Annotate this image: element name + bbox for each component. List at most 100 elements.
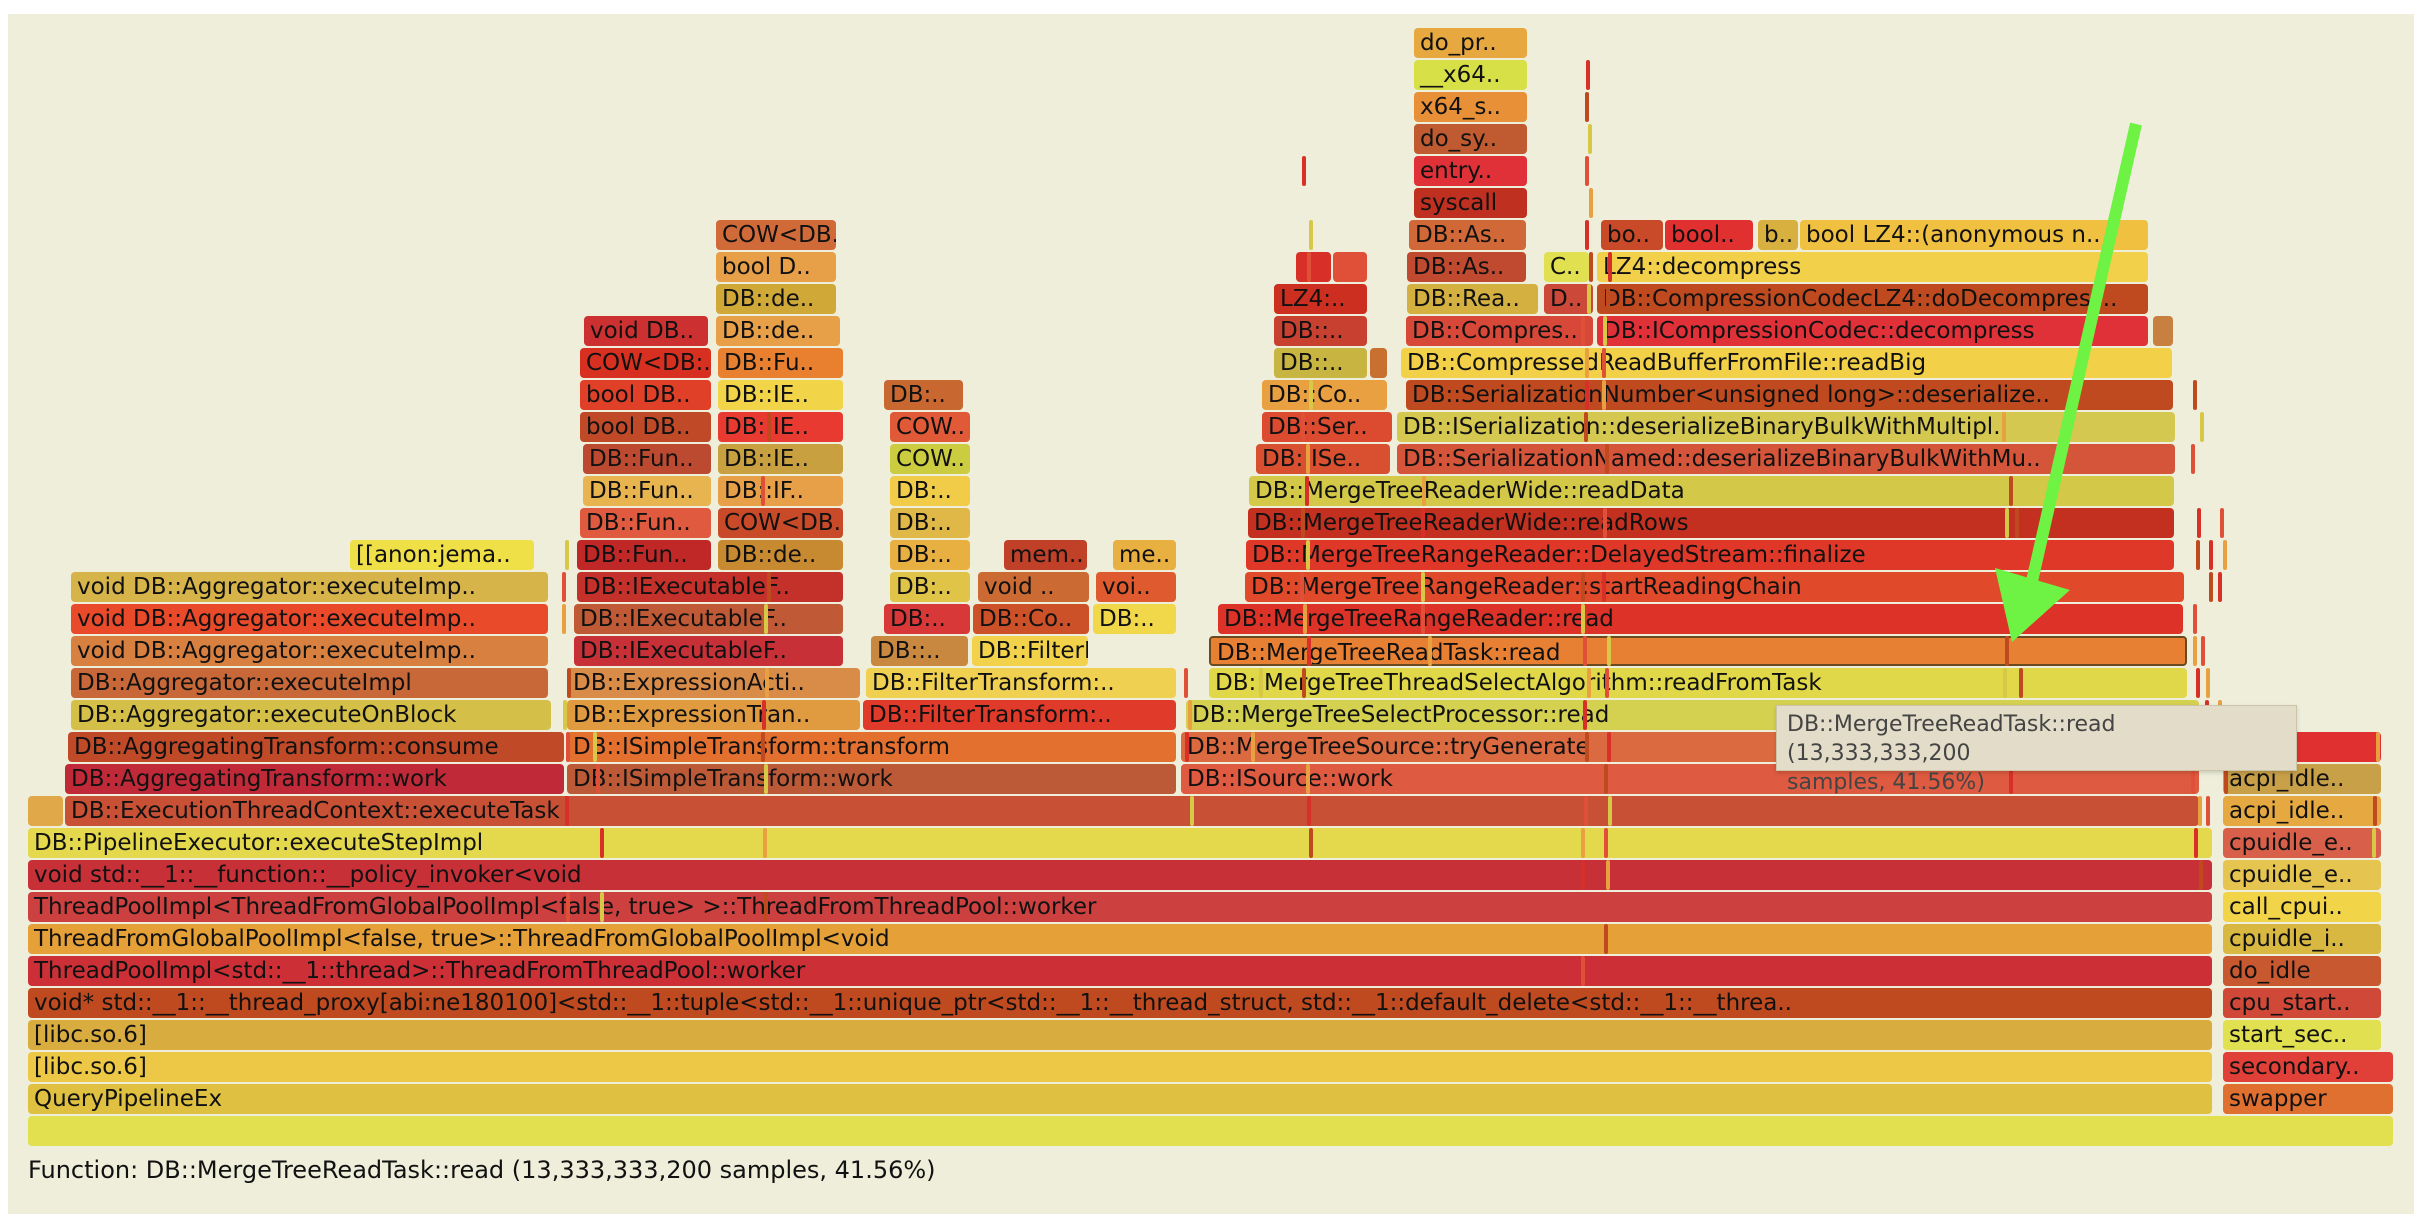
flame-frame[interactable]: void DB::Aggregator::executeImp.. [71,604,548,634]
flame-frame[interactable]: DB::de.. [716,316,840,346]
flame-frame-sliver[interactable] [1307,636,1311,666]
flame-frame-sliver[interactable] [1606,284,1610,314]
flame-frame-sliver[interactable] [2009,764,2013,794]
flame-frame-sliver[interactable] [1303,604,1307,634]
flame-frame-sliver[interactable] [1428,636,1432,666]
flame-frame[interactable]: DB::Compres.. [1406,316,1593,346]
flame-frame[interactable]: DB::As.. [1409,220,1526,250]
flame-frame-sliver[interactable] [1602,572,1606,602]
flame-frame-sliver[interactable] [2019,668,2023,698]
flame-frame-sliver[interactable] [2015,508,2019,538]
flame-frame-sliver[interactable] [2224,764,2228,794]
flame-frame-sliver[interactable] [1602,380,1606,410]
flame-frame-sliver[interactable] [1587,668,1591,698]
flame-frame-sliver[interactable] [2206,668,2210,698]
flame-frame-unlabeled[interactable] [1370,348,1387,378]
flame-frame[interactable]: DB::SerializationNamed::deserializeBinar… [1397,444,2175,474]
flame-frame-sliver[interactable] [596,764,600,794]
flame-frame-sliver[interactable] [2198,796,2202,826]
flame-frame[interactable]: acpi_idle.. [2223,796,2381,826]
flame-frame-sliver[interactable] [1585,92,1589,122]
flame-frame[interactable]: start_sec.. [2223,1020,2381,1050]
flame-frame-sliver[interactable] [1581,860,1585,890]
flame-frame-sliver[interactable] [1608,252,1612,282]
flame-frame-sliver[interactable] [1251,732,1255,762]
flame-frame[interactable]: DB::de.. [716,284,836,314]
flame-frame-sliver[interactable] [1584,796,1588,826]
flame-frame[interactable]: DB:.. [890,572,970,602]
flame-frame-sliver[interactable] [764,764,768,794]
flame-frame-sliver[interactable] [1583,636,1587,666]
flame-frame[interactable]: bo.. [1601,220,1663,250]
flame-frame-sliver[interactable] [1588,124,1592,154]
flame-frame-sliver[interactable] [567,668,571,698]
flame-frame-sliver[interactable] [767,572,771,602]
flame-frame-sliver[interactable] [764,892,768,922]
flame-frame-sliver[interactable] [1302,156,1306,186]
flame-frame[interactable]: void* std::__1::__thread_proxy[abi:ne180… [28,988,2212,1018]
flame-frame-sliver[interactable] [1585,220,1589,250]
flame-frame[interactable]: DB::As.. [1407,252,1526,282]
flame-frame[interactable]: COW<DB:.. [580,348,711,378]
flame-frame[interactable]: DB::ExecutionThreadContext::executeTask [65,796,2199,826]
flame-frame[interactable]: DB::FilterTransform:.. [866,668,1176,698]
flame-frame[interactable]: DB::de.. [718,540,843,570]
flame-frame[interactable]: void DB::Aggregator::executeImp.. [71,636,548,666]
flame-frame[interactable]: LZ4:.. [1274,284,1367,314]
flame-frame[interactable]: DB::Aggregator::executeImpl [71,668,548,698]
flame-frame[interactable]: DB::.. [871,636,968,666]
flame-frame-sliver[interactable] [1301,508,1305,538]
flame-frame[interactable]: DB:.. [884,604,970,634]
flame-frame-sliver[interactable] [1309,380,1313,410]
flame-frame-sliver[interactable] [600,892,604,922]
flame-frame-sliver[interactable] [1307,252,1311,282]
flame-frame[interactable]: bool DB.. [580,412,711,442]
flame-frame[interactable]: [libc.so.6] [28,1052,2212,1082]
flame-frame[interactable]: me.. [1113,540,1176,570]
flame-frame-sliver[interactable] [1421,604,1425,634]
flame-frame-sliver[interactable] [2009,476,2013,506]
flame-frame[interactable]: entry.. [1414,156,1527,186]
flame-frame[interactable]: DB::Co.. [973,604,1089,634]
flame-frame[interactable]: __x64.. [1414,60,1527,90]
flame-frame[interactable]: void std::__1::__function::__policy_invo… [28,860,2212,890]
flame-frame[interactable]: DB::Fun.. [583,444,711,474]
flame-frame[interactable]: DB::ISe.. [1256,444,1390,474]
flame-frame-sliver[interactable] [1604,828,1608,858]
flame-frame[interactable]: mem.. [1004,540,1087,570]
flame-frame-sliver[interactable] [2201,636,2205,666]
flame-frame[interactable]: do_sy.. [1414,124,1527,154]
flame-frame-sliver[interactable] [764,604,768,634]
flame-frame[interactable]: DB::ISimpleTransform::work [567,764,1176,794]
flame-frame-sliver[interactable] [565,540,569,570]
flame-frame[interactable]: DB::FilterDe.. [972,636,1088,666]
flame-frame[interactable]: bool.. [1665,220,1753,250]
flame-frame-sliver[interactable] [2197,508,2201,538]
flame-frame-sliver[interactable] [2191,764,2195,794]
flame-frame-sliver[interactable] [562,572,566,602]
flame-frame-unlabeled[interactable] [28,1116,2393,1146]
flame-frame[interactable]: DB::CompressionCodecLZ4::doDecompress.. [1597,284,2148,314]
flame-frame-sliver[interactable] [1589,252,1593,282]
flame-frame[interactable]: [libc.so.6] [28,1020,2212,1050]
flame-frame-sliver[interactable] [763,828,767,858]
flame-frame[interactable]: bool DB.. [580,380,711,410]
flame-frame[interactable]: COW.. [890,412,970,442]
flame-frame[interactable]: bool LZ4::(anonymous n.. [1800,220,2148,250]
flame-frame[interactable]: DB::MergeTreeRangeReader::DelayedStream:… [1246,540,2174,570]
flame-frame-sliver[interactable] [1309,828,1313,858]
flame-frame-sliver[interactable] [1585,156,1589,186]
flame-frame-sliver[interactable] [1605,444,1609,474]
flame-frame-sliver[interactable] [1581,604,1585,634]
flame-frame[interactable]: DB::IExecutableF.. [574,636,843,666]
flame-frame-sliver[interactable] [1184,668,1188,698]
flame-frame-sliver[interactable] [1188,700,1192,730]
flame-frame[interactable]: LZ4::decompress [1597,252,2148,282]
flame-frame-sliver[interactable] [1586,60,1590,90]
flame-frame-sliver[interactable] [2196,540,2200,570]
flame-frame[interactable]: DB::Fun.. [580,508,711,538]
flame-frame-sliver[interactable] [2193,604,2197,634]
flame-frame-sliver[interactable] [1259,668,1263,698]
flame-frame-sliver[interactable] [563,700,567,730]
flame-frame-sliver[interactable] [1307,796,1311,826]
